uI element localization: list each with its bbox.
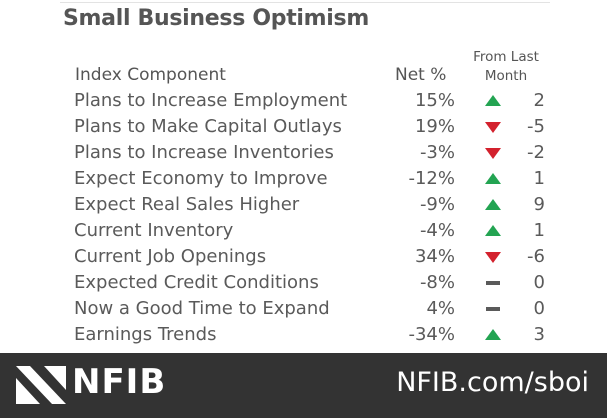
net-percent: 34% xyxy=(414,246,455,267)
change-value: 0 xyxy=(533,272,545,293)
component-name: Earnings Trends xyxy=(74,324,217,345)
table-row: Current Job Openings 34% -6 xyxy=(0,244,607,270)
net-percent: -9% xyxy=(419,194,455,215)
column-header-component: Index Component xyxy=(75,65,226,85)
nfib-logo-text: NFIB xyxy=(72,362,167,402)
down-arrow-icon xyxy=(484,251,502,263)
net-percent: -34% xyxy=(408,324,455,345)
component-name: Expected Credit Conditions xyxy=(74,272,319,293)
change-value: 9 xyxy=(533,194,545,215)
up-arrow-icon xyxy=(484,225,502,237)
column-header-net: Net % xyxy=(395,65,447,85)
change-value: 2 xyxy=(533,90,545,111)
change-value: -6 xyxy=(527,246,545,267)
page-title: Small Business Optimism xyxy=(63,6,369,31)
net-percent: -8% xyxy=(419,272,455,293)
index-table: Plans to Increase Employment 15% 2 Plans… xyxy=(0,88,607,348)
change-value: 1 xyxy=(533,168,545,189)
table-row: Plans to Make Capital Outlays 19% -5 xyxy=(0,114,607,140)
up-arrow-icon xyxy=(484,173,502,185)
up-arrow-icon xyxy=(484,95,502,107)
net-percent: -4% xyxy=(419,220,455,241)
website-link[interactable]: NFIB.com/sboi xyxy=(396,367,589,398)
up-arrow-icon xyxy=(484,329,502,341)
table-row: Plans to Increase Employment 15% 2 xyxy=(0,88,607,114)
component-name: Plans to Make Capital Outlays xyxy=(74,116,342,137)
table-row: Now a Good Time to Expand 4% 0 xyxy=(0,296,607,322)
component-name: Plans to Increase Inventories xyxy=(74,142,334,163)
component-name: Plans to Increase Employment xyxy=(74,90,348,111)
column-header-change-line2: Month xyxy=(484,68,528,84)
change-value: -2 xyxy=(527,142,545,163)
no-change-dash-icon xyxy=(484,277,502,289)
table-row: Plans to Increase Inventories -3% -2 xyxy=(0,140,607,166)
change-value: 3 xyxy=(533,324,545,345)
down-arrow-icon xyxy=(484,121,502,133)
no-change-dash-icon xyxy=(484,303,502,315)
component-name: Current Inventory xyxy=(74,220,234,241)
net-percent: 19% xyxy=(414,116,455,137)
component-name: Now a Good Time to Expand xyxy=(74,298,330,319)
net-percent: 4% xyxy=(426,298,455,319)
footer-bar: NFIB NFIB.com/sboi xyxy=(0,353,607,418)
table-row: Expect Real Sales Higher -9% 9 xyxy=(0,192,607,218)
change-value: -5 xyxy=(527,116,545,137)
table-row: Expected Credit Conditions -8% 0 xyxy=(0,270,607,296)
table-row: Expect Economy to Improve -12% 1 xyxy=(0,166,607,192)
net-percent: -12% xyxy=(408,168,455,189)
change-value: 1 xyxy=(533,220,545,241)
top-divider xyxy=(60,2,550,3)
net-percent: 15% xyxy=(414,90,455,111)
component-name: Expect Real Sales Higher xyxy=(74,194,300,215)
table-row: Earnings Trends -34% 3 xyxy=(0,322,607,348)
column-header-change-line1: From Last xyxy=(473,49,539,65)
change-value: 0 xyxy=(533,298,545,319)
component-name: Current Job Openings xyxy=(74,246,267,267)
net-percent: -3% xyxy=(419,142,455,163)
down-arrow-icon xyxy=(484,147,502,159)
column-header-change: From Last Month xyxy=(456,48,556,86)
table-row: Current Inventory -4% 1 xyxy=(0,218,607,244)
up-arrow-icon xyxy=(484,199,502,211)
nfib-logo-mark-icon xyxy=(16,366,66,404)
component-name: Expect Economy to Improve xyxy=(74,168,328,189)
